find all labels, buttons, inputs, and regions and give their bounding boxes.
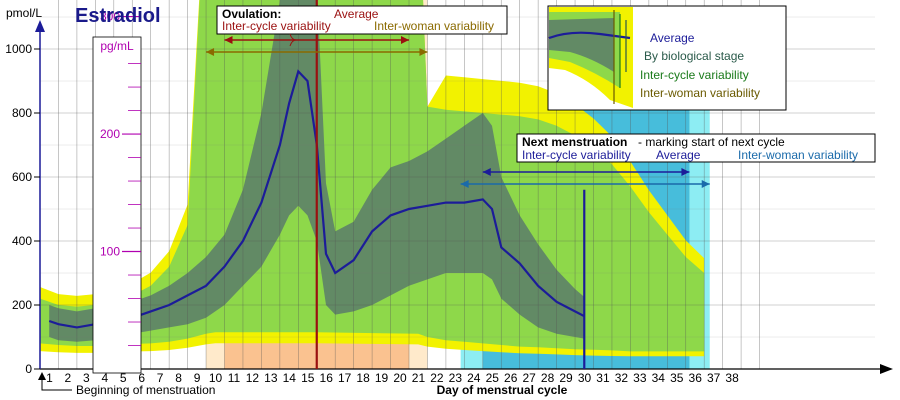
origin-label: Beginning of menstruation — [76, 383, 215, 397]
x-tick-label: 10 — [209, 371, 223, 385]
legend-average-line — [548, 31, 631, 40]
x-tick-label: 4 — [101, 371, 108, 385]
x-axis-label: Day of menstrual cycle — [437, 383, 568, 397]
x-tick-label: 20 — [393, 371, 407, 385]
ovulation-title: Ovulation: — [222, 7, 281, 21]
y-tick-label: 600 — [12, 170, 32, 184]
x-tick-label: 35 — [670, 371, 684, 385]
x-tick-label: 19 — [375, 371, 389, 385]
x-axis-arrow-icon — [880, 364, 893, 374]
legend-biological-swatch — [549, 18, 614, 72]
x-tick-label: 31 — [596, 371, 610, 385]
x-tick-label: 18 — [356, 371, 370, 385]
legend-inter-woman-label: Inter-woman variability — [640, 86, 760, 100]
x-tick-label: 36 — [689, 371, 703, 385]
x-tick-label: 2 — [65, 371, 72, 385]
x-tick-label: 16 — [320, 371, 334, 385]
x-tick-label: 1 — [46, 371, 53, 385]
legend-inter-cycle-label: Inter-cycle variability — [640, 68, 749, 82]
ovulation-inter-woman-label: Inter-woman variability — [374, 19, 494, 33]
x-tick-label: 34 — [652, 371, 666, 385]
x-tick-label: 14 — [283, 371, 297, 385]
x-tick-label: 25 — [486, 371, 500, 385]
x-tick-label: 13 — [264, 371, 278, 385]
y-tick-label: 400 — [12, 234, 32, 248]
x-tick-label: 24 — [467, 371, 481, 385]
x-tick-label: 9 — [194, 371, 201, 385]
origin-arrow-icon — [38, 372, 46, 380]
x-tick-label: 27 — [522, 371, 536, 385]
x-tick-label: 33 — [633, 371, 647, 385]
x-tick-label: 23 — [449, 371, 463, 385]
ovulation-brace — [289, 33, 297, 47]
ovulation-inter-cycle-label: Inter-cycle variability — [222, 19, 331, 33]
menstruation-average-label: Average — [656, 148, 701, 162]
x-tick-label: 15 — [301, 371, 315, 385]
x-tick-label: 29 — [559, 371, 573, 385]
x-tick-label: 5 — [120, 371, 127, 385]
menstruation-subtitle: - marking start of next cycle — [638, 135, 785, 149]
x-tick-label: 7 — [157, 371, 164, 385]
legend-biological-label: By biological stage — [644, 49, 744, 63]
pg-axis-label: pg/mL — [100, 39, 134, 53]
legend-average-label: Average — [650, 31, 695, 45]
x-tick-label: 22 — [430, 371, 444, 385]
pg-axis-panel — [92, 36, 142, 374]
chart-title: Estradiol — [75, 5, 161, 27]
menstruation-title: Next menstruation — [522, 135, 627, 149]
x-tick-label: 17 — [338, 371, 352, 385]
pg-tick-label: 100 — [100, 245, 120, 259]
y-tick-label: 1000 — [5, 42, 32, 56]
x-tick-label: 21 — [412, 371, 426, 385]
y-tick-label: 0 — [25, 362, 32, 376]
x-tick-label: 12 — [246, 371, 260, 385]
x-tick-label: 3 — [83, 371, 90, 385]
y-axis-label: pmol/L — [6, 6, 42, 20]
x-tick-label: 26 — [504, 371, 518, 385]
x-tick-label: 6 — [138, 371, 145, 385]
x-tick-label: 37 — [707, 371, 721, 385]
x-tick-label: 11 — [228, 371, 241, 385]
menstruation-box — [516, 133, 876, 163]
menstruation-inter-cycle-label: Inter-cycle variability — [522, 148, 631, 162]
x-tick-label: 38 — [725, 371, 739, 385]
y-axis-arrow-icon — [35, 20, 45, 32]
pg-tick-label: 300 — [100, 10, 120, 24]
y-tick-label: 800 — [12, 106, 32, 120]
ovulation-average-label: Average — [334, 7, 379, 21]
x-tick-label: 30 — [578, 371, 592, 385]
pg-tick-label: 200 — [100, 127, 120, 141]
x-tick-label: 8 — [175, 371, 182, 385]
y-tick-label: 200 — [12, 298, 32, 312]
x-tick-label: 28 — [541, 371, 555, 385]
ovulation-box — [216, 5, 508, 35]
x-tick-label: 32 — [615, 371, 629, 385]
menstruation-inter-woman-label: Inter-woman variability — [738, 148, 858, 162]
